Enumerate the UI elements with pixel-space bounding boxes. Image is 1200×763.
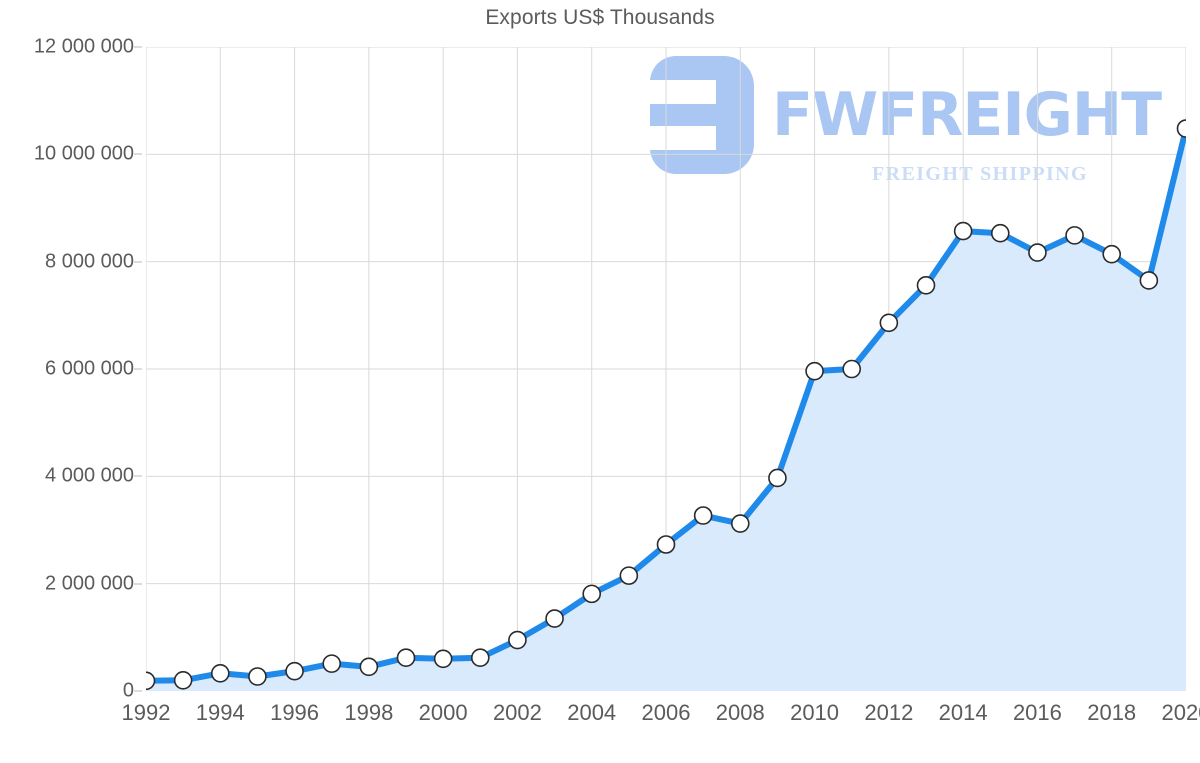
data-point-marker[interactable] — [916, 275, 936, 295]
y-tick-mark — [134, 475, 142, 477]
data-point-marker[interactable] — [322, 654, 342, 673]
data-point-marker[interactable] — [990, 223, 1010, 243]
data-point-marker[interactable] — [619, 566, 639, 585]
x-tick-label: 2010 — [790, 700, 840, 725]
data-point-marker[interactable] — [1176, 119, 1187, 138]
data-point-marker[interactable] — [396, 648, 416, 668]
y-tick-label: 12 000 000 — [33, 35, 134, 58]
x-tick-label: 1992 — [121, 700, 171, 725]
x-tick-label: 1996 — [270, 700, 320, 725]
y-tick-label: 2 000 000 — [45, 572, 134, 595]
data-point-marker[interactable] — [1102, 244, 1122, 264]
x-tick-label: 2016 — [1012, 700, 1062, 725]
data-point-marker[interactable] — [359, 657, 379, 677]
data-point-marker[interactable] — [953, 221, 973, 241]
data-point-marker[interactable] — [248, 667, 267, 686]
x-tick-label: 1998 — [344, 700, 394, 725]
x-tick-label: 2008 — [715, 700, 765, 725]
data-point-marker[interactable] — [1028, 243, 1047, 262]
y-tick-mark — [134, 368, 142, 370]
y-tick-label: 0 — [122, 679, 134, 702]
data-point-marker[interactable] — [508, 630, 527, 650]
data-point-marker[interactable] — [545, 609, 564, 628]
data-point-marker[interactable] — [1139, 271, 1159, 290]
data-point-marker[interactable] — [730, 514, 750, 533]
x-tick-label: 2012 — [864, 700, 914, 725]
x-tick-label: 2000 — [418, 700, 468, 725]
series-area-fill — [146, 128, 1186, 691]
chart-title: Exports US$ Thousands — [485, 6, 715, 29]
data-point-marker[interactable] — [582, 584, 602, 604]
x-tick-label: 2004 — [567, 700, 617, 725]
data-point-marker[interactable] — [285, 661, 304, 681]
data-point-marker[interactable] — [1065, 226, 1084, 245]
data-point-marker[interactable] — [210, 663, 230, 683]
data-point-marker[interactable] — [173, 670, 193, 690]
data-point-marker[interactable] — [433, 649, 453, 669]
x-tick-label: 2006 — [641, 700, 691, 725]
y-tick-mark — [134, 583, 142, 585]
x-axis: 1992 1994 1996 1998 2000 2002 2004 2006 2008 2010… — [122, 700, 1200, 740]
plot-area — [146, 47, 1186, 691]
data-point-marker[interactable] — [842, 359, 862, 379]
data-point-marker[interactable] — [879, 313, 899, 333]
data-point-marker[interactable] — [656, 535, 676, 554]
y-tick-mark — [134, 153, 142, 155]
y-tick-mark — [134, 46, 142, 48]
y-axis: 0 2 000 000 4 000 000 6 000 000 8 000 000 10 … — [0, 36, 142, 702]
data-point-marker[interactable] — [470, 648, 490, 668]
y-tick-label: 8 000 000 — [45, 250, 134, 273]
y-tick-label: 10 000 000 — [33, 142, 134, 165]
y-tick-label: 6 000 000 — [45, 357, 134, 380]
data-point-marker[interactable] — [146, 671, 156, 691]
data-point-marker[interactable] — [693, 506, 713, 525]
y-tick-label: 4 000 000 — [45, 464, 134, 487]
data-point-marker[interactable] — [805, 361, 824, 381]
data-point-marker[interactable] — [768, 468, 787, 488]
y-tick-mark — [134, 261, 142, 263]
series-plot — [146, 47, 1186, 691]
x-tick-label: 2018 — [1087, 700, 1137, 725]
x-tick-label: 2020 — [1161, 700, 1200, 725]
y-tick-mark — [134, 690, 142, 692]
x-tick-label: 2014 — [938, 700, 988, 725]
x-tick-label: 1994 — [195, 700, 245, 725]
x-tick-label: 2002 — [492, 700, 542, 725]
